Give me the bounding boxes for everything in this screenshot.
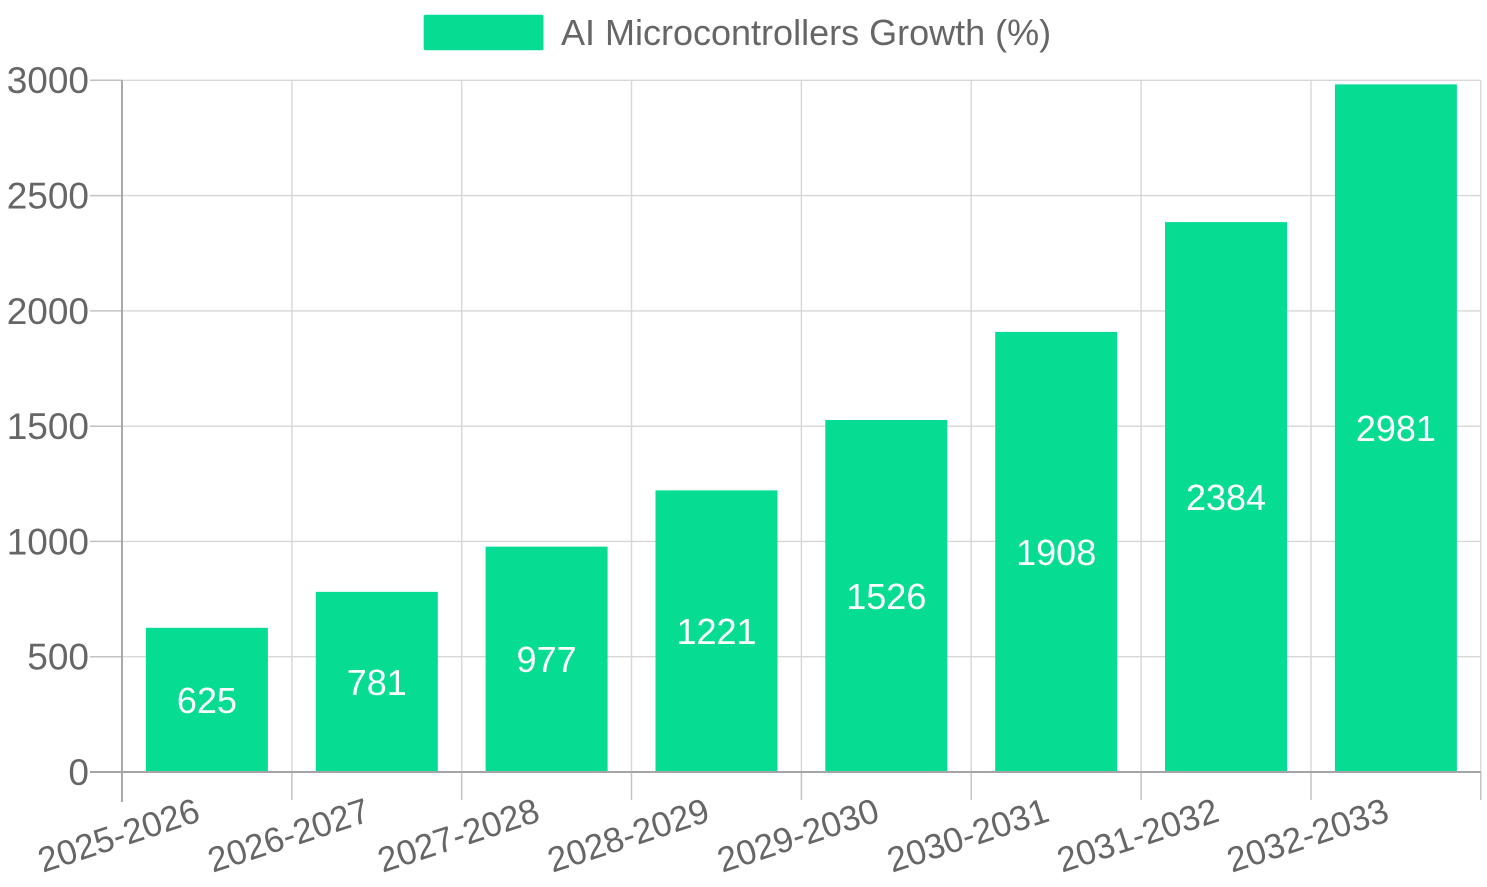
svg-text:2500: 2500 xyxy=(7,176,89,217)
svg-text:977: 977 xyxy=(517,639,577,680)
svg-text:1221: 1221 xyxy=(676,611,756,652)
svg-text:0: 0 xyxy=(68,752,89,793)
svg-text:2000: 2000 xyxy=(7,291,89,332)
svg-text:1526: 1526 xyxy=(846,576,926,617)
svg-text:2981: 2981 xyxy=(1356,408,1436,449)
svg-text:1500: 1500 xyxy=(7,406,89,447)
svg-text:500: 500 xyxy=(27,637,89,678)
svg-text:2384: 2384 xyxy=(1186,477,1266,518)
svg-text:625: 625 xyxy=(177,680,237,721)
svg-text:781: 781 xyxy=(347,662,407,703)
svg-text:AI Microcontrollers Growth (%): AI Microcontrollers Growth (%) xyxy=(561,12,1051,53)
svg-text:3000: 3000 xyxy=(7,60,89,101)
svg-text:1908: 1908 xyxy=(1016,532,1096,573)
svg-text:1000: 1000 xyxy=(7,521,89,562)
